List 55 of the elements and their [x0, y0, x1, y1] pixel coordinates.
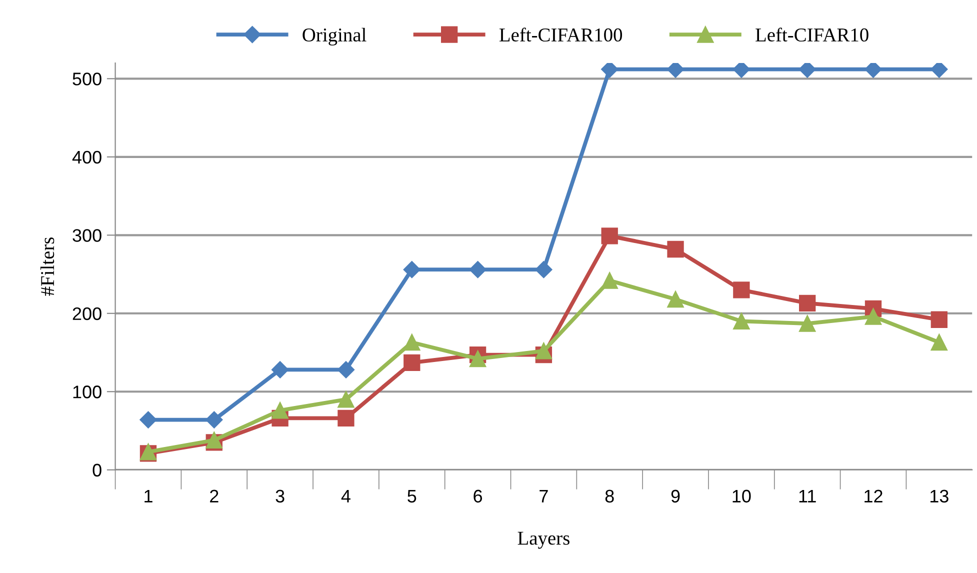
point	[601, 272, 618, 289]
point	[272, 361, 289, 378]
point	[535, 261, 552, 278]
x-tick-label: 4	[341, 490, 350, 502]
point	[864, 63, 882, 78]
x-tick-label: 13	[930, 490, 948, 503]
point	[799, 294, 816, 312]
point	[272, 402, 288, 419]
point	[404, 354, 420, 372]
x-axis-title: Layers	[518, 532, 570, 549]
y-tick-label: 200	[72, 307, 102, 320]
point	[667, 240, 684, 258]
point	[930, 311, 948, 328]
legend-label: Left-CIFAR10	[756, 28, 868, 42]
x-tick-label: 6	[474, 490, 482, 503]
point	[206, 411, 223, 428]
legend-label: Original	[302, 28, 366, 46]
point	[930, 334, 948, 351]
point	[733, 312, 750, 330]
y-tick-label: 400	[72, 150, 102, 164]
point	[403, 261, 420, 278]
x-tick-label: 9	[671, 490, 680, 503]
x-tick-label: 11	[799, 490, 816, 502]
point	[337, 361, 355, 378]
y-tick-label: 0	[92, 464, 102, 477]
point	[535, 342, 552, 360]
legend-label: Left-CIFAR100	[499, 28, 622, 42]
point	[799, 315, 816, 332]
point	[404, 334, 420, 351]
x-tick-label: 12	[864, 490, 882, 502]
point	[338, 391, 354, 408]
point	[338, 410, 354, 427]
point	[667, 290, 684, 308]
point	[732, 63, 750, 78]
y-axis-title: #Filters	[40, 237, 54, 296]
x-tick-label: 3	[276, 490, 284, 503]
point	[601, 63, 618, 78]
point	[666, 63, 684, 78]
x-tick-label: 1	[144, 490, 152, 502]
x-tick-label: 7	[540, 490, 548, 502]
y-tick-label: 300	[72, 229, 102, 242]
point	[733, 282, 750, 298]
x-tick-label: 10	[732, 490, 751, 503]
x-tick-label: 8	[605, 490, 614, 503]
x-tick-label: 5	[408, 490, 416, 503]
point	[798, 63, 816, 78]
point	[930, 63, 948, 78]
point	[601, 228, 618, 244]
y-tick-label: 500	[72, 72, 102, 86]
y-tick-label: 100	[73, 386, 102, 398]
point	[864, 308, 882, 325]
point	[469, 261, 486, 278]
point	[469, 350, 486, 368]
point	[140, 411, 157, 428]
x-tick-label: 2	[210, 490, 218, 502]
